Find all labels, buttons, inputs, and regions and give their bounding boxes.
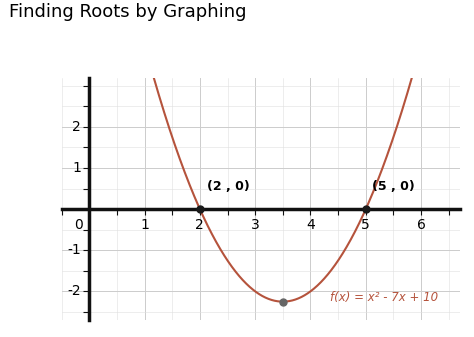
Text: (5 , 0): (5 , 0)	[373, 181, 415, 193]
Text: 5: 5	[361, 218, 370, 232]
Text: 2: 2	[195, 218, 204, 232]
Text: 3: 3	[251, 218, 260, 232]
Text: -1: -1	[67, 243, 81, 257]
Text: f(x) = x² - 7x + 10: f(x) = x² - 7x + 10	[330, 291, 438, 304]
Text: 2: 2	[72, 120, 81, 134]
Text: 1: 1	[72, 161, 81, 175]
Text: 0: 0	[74, 218, 82, 232]
Text: 6: 6	[417, 218, 426, 232]
Text: -2: -2	[67, 284, 81, 298]
Text: 4: 4	[306, 218, 315, 232]
Text: Finding Roots by Graphing: Finding Roots by Graphing	[9, 3, 247, 21]
Text: 1: 1	[140, 218, 149, 232]
Text: (2 , 0): (2 , 0)	[207, 181, 249, 193]
